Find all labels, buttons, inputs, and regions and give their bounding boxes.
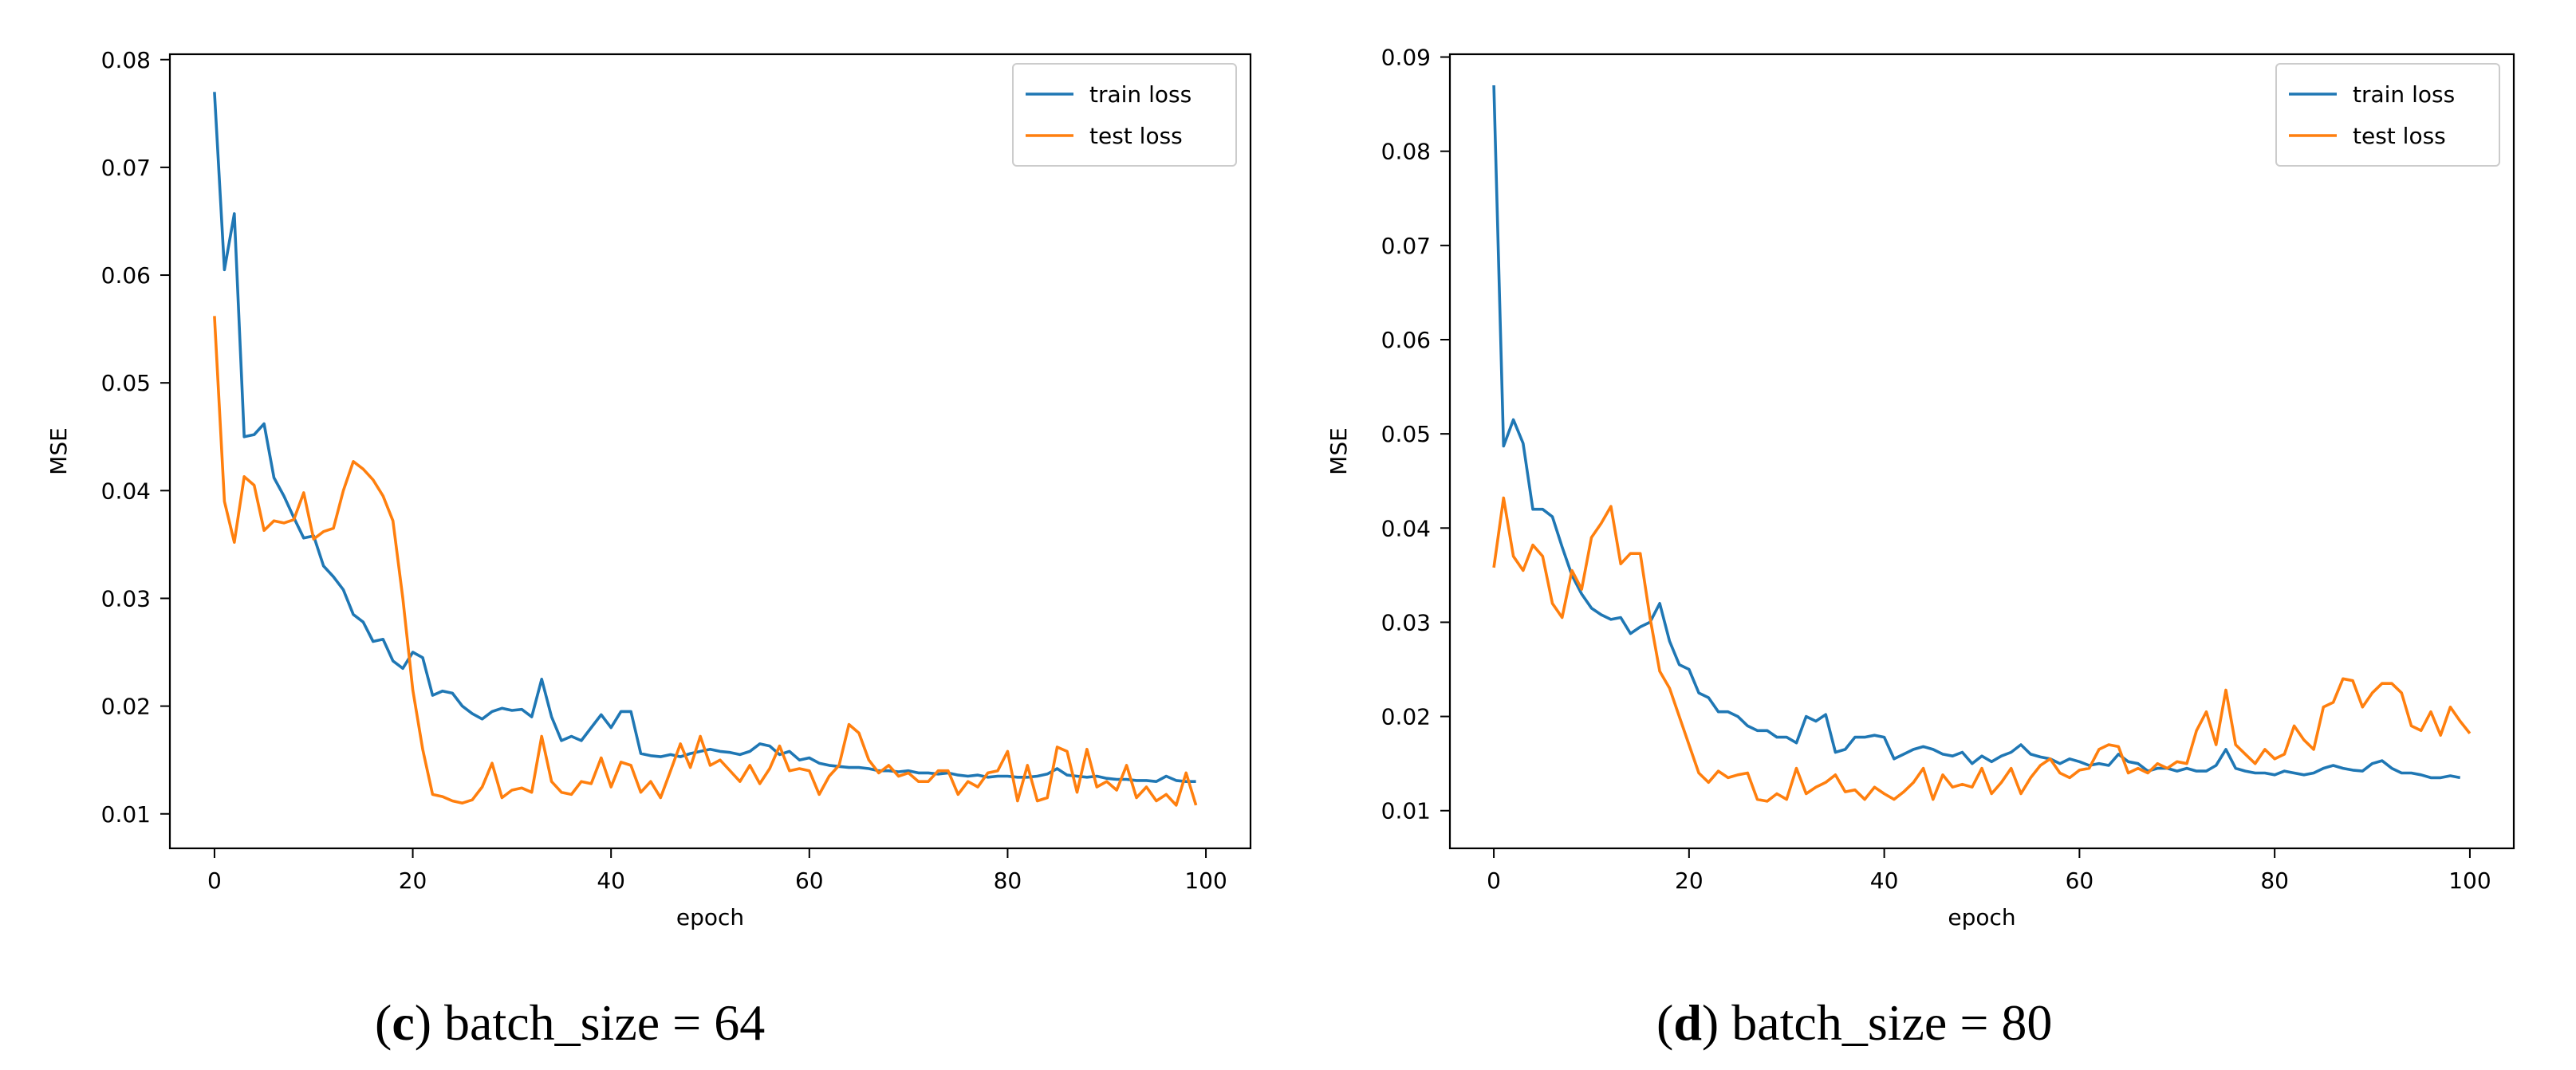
right-x-tick-label-20: 20 [1675,867,1704,894]
left-series-train-loss [213,92,1196,784]
left-y-tick-label-7: 0.08 [101,47,151,73]
left-x-tick-label-40: 40 [597,867,625,894]
caption-left-text: ) batch_size = 64 [414,994,766,1051]
left-y-tick-label-6: 0.07 [101,155,151,181]
caption-right-prefix: ( [1656,994,1674,1051]
left-x-tick-label-80: 80 [994,867,1022,894]
right-y-tick-label-5: 0.06 [1381,327,1431,353]
caption-right-text: ) batch_size = 80 [1701,994,2053,1051]
left-y-tick-label-5: 0.06 [101,262,151,289]
left-x-axis-label: epoch [676,904,744,930]
left-y-tick-label-1: 0.02 [101,694,151,720]
right-x-tick-label-40: 40 [1870,867,1899,894]
caption-right-letter: d [1673,994,1702,1051]
right-y-tick-label-8: 0.09 [1381,45,1431,71]
right-series-train-loss [1492,85,2461,780]
right-legend: train loss test loss [2275,63,2500,167]
left-y-tick-label-2: 0.03 [101,585,151,612]
left-plot-frame [168,53,1252,850]
caption-left: (c) batch_size = 64 [375,993,765,1052]
caption-left-letter: c [392,994,415,1051]
left-legend-label-test-loss: test loss [1089,123,1183,149]
right-y-tick-label-3: 0.04 [1381,515,1431,541]
right-legend-box [2275,63,2500,167]
left-y-axis-label: MSE [45,427,72,475]
right-x-axis-label: epoch [1948,904,2015,930]
right-y-axis-label: MSE [1325,427,1352,475]
right-y-tick-label-1: 0.02 [1381,704,1431,730]
left-x-tick-label-100: 100 [1184,867,1227,894]
right-y-tick-label-4: 0.05 [1381,421,1431,447]
right-series-test-loss [1492,496,2472,803]
right-y-tick-label-2: 0.03 [1381,609,1431,635]
left-legend-box [1012,63,1237,167]
left-x-tick-label-20: 20 [399,867,427,894]
right-x-tick-label-80: 80 [2260,867,2289,894]
right-legend-label-train-loss: train loss [2353,81,2455,108]
right-plot-frame [1448,53,2515,850]
left-y-tick-label-0: 0.01 [101,801,151,828]
right-x-tick-label-100: 100 [2448,867,2491,894]
right-y-tick-label-7: 0.08 [1381,139,1431,165]
caption-left-prefix: ( [375,994,392,1051]
chart-right: 0 20 40 60 80 100 0.01 0.02 0.03 0.04 0.05 0.06 0.07… [1325,45,2515,930]
left-legend: train loss test loss [1012,63,1237,167]
right-x-tick-label-60: 60 [2066,867,2094,894]
left-y-tick-label-3: 0.04 [101,478,151,504]
left-y-tick-label-4: 0.05 [101,370,151,396]
chart-left: 0 20 40 60 80 100 0.01 0.02 0.03 0.04 0.05 0.06 0.07… [45,47,1252,930]
caption-right: (d) batch_size = 80 [1656,993,2052,1052]
left-x-tick-label-0: 0 [207,867,222,894]
left-legend-label-train-loss: train loss [1089,81,1191,108]
left-series-test-loss [213,316,1198,807]
right-x-tick-label-0: 0 [1487,867,1501,894]
right-legend-label-test-loss: test loss [2353,123,2446,149]
right-y-tick-label-6: 0.07 [1381,233,1431,259]
right-y-tick-label-0: 0.01 [1381,798,1431,824]
left-x-tick-label-60: 60 [795,867,824,894]
